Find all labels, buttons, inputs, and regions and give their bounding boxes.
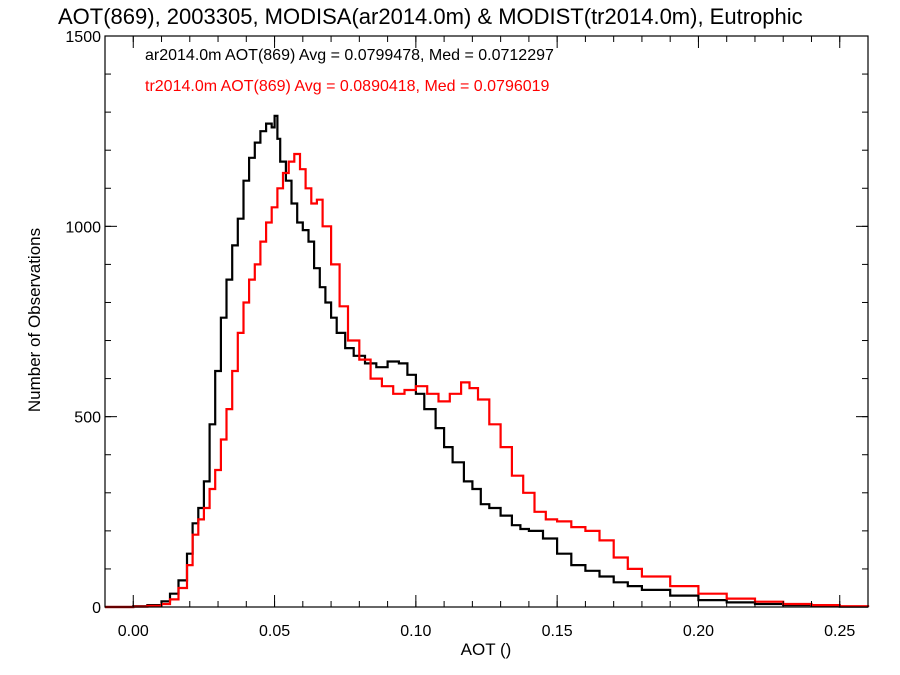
y-tick-label: 1500 <box>65 29 101 46</box>
x-axis-label: AOT () <box>461 640 512 659</box>
x-tick-label: 0.10 <box>400 623 431 640</box>
x-tick-label: 0.05 <box>259 623 290 640</box>
plot-area: 0.00 0.05 0.10 0.15 0.20 0.25 0 500 1000 1500 <box>65 29 870 640</box>
x-tick-label: 0.25 <box>824 623 855 640</box>
x-tick-label: 0.20 <box>683 623 714 640</box>
y-tick-label: 500 <box>74 410 101 427</box>
series-line-tr2014.0m <box>105 152 870 609</box>
y-tick-label: 1000 <box>65 219 101 236</box>
chart-title: AOT(869), 2003305, MODISA(ar2014.0m) & M… <box>58 4 803 29</box>
y-axis-label: Number of Observations <box>25 228 44 412</box>
series-line-ar2014.0m <box>105 114 870 609</box>
legend-ar2014: ar2014.0m AOT(869) Avg = 0.0799478, Med … <box>145 47 554 64</box>
y-tick-label: 0 <box>92 600 101 617</box>
x-tick-label: 0.15 <box>542 623 573 640</box>
legend-tr2014: tr2014.0m AOT(869) Avg = 0.0890418, Med … <box>145 78 550 95</box>
plot-frame <box>104 35 869 608</box>
x-tick-label: 0.00 <box>118 623 149 640</box>
